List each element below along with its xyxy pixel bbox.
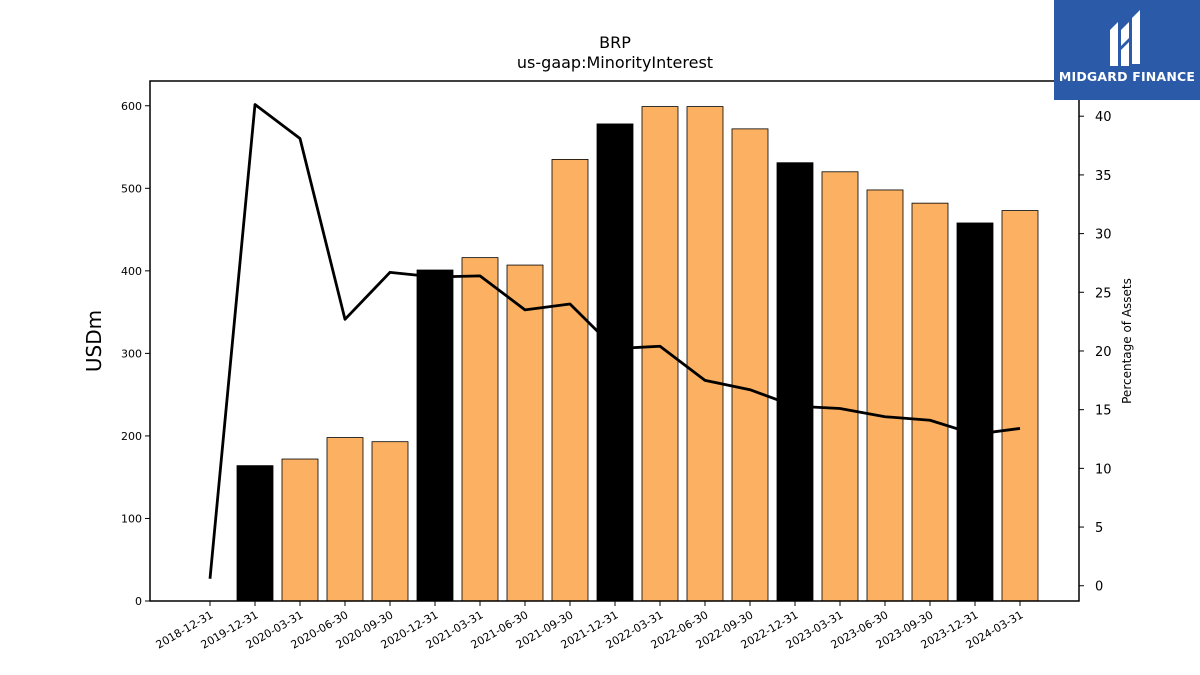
y2-tick-label: 20 bbox=[1095, 345, 1112, 360]
bar-2023-03-31 bbox=[821, 171, 859, 602]
bar-2024-03-31 bbox=[1001, 210, 1039, 602]
bar-2022-12-31 bbox=[776, 162, 814, 602]
y2-tick-label: 30 bbox=[1095, 228, 1112, 243]
y-tick-label: 0 bbox=[135, 595, 142, 608]
y-tick-label: 400 bbox=[121, 265, 142, 278]
bar-2021-09-30 bbox=[551, 159, 589, 602]
bar-2023-09-30 bbox=[911, 202, 949, 602]
bar-2020-06-30 bbox=[326, 437, 364, 602]
y-tick-label: 600 bbox=[121, 100, 142, 113]
logo-mark-icon bbox=[1110, 10, 1140, 66]
bar-2021-06-30 bbox=[506, 264, 544, 602]
bar-2023-12-31 bbox=[956, 222, 994, 602]
bar-2020-03-31 bbox=[281, 458, 319, 602]
y2-tick-label: 35 bbox=[1095, 169, 1112, 184]
y-tick-label: 300 bbox=[121, 347, 142, 360]
bar-2021-12-31 bbox=[596, 123, 634, 602]
chart-subtitle: us-gaap:MinorityInterest bbox=[517, 53, 713, 72]
bar-2021-03-31 bbox=[461, 257, 499, 602]
y-axis-label: USDm bbox=[82, 310, 106, 372]
y-tick-label: 500 bbox=[121, 182, 142, 195]
bar-2022-03-31 bbox=[641, 106, 679, 602]
y2-tick-label: 0 bbox=[1095, 580, 1103, 595]
y2-axis-label: Percentage of Assets bbox=[1120, 278, 1134, 404]
bar-2023-06-30 bbox=[866, 189, 904, 602]
bar-2020-12-31 bbox=[416, 269, 454, 602]
y2-tick-label: 40 bbox=[1095, 110, 1112, 125]
bar-2022-09-30 bbox=[731, 128, 769, 602]
bar-2022-06-30 bbox=[686, 106, 724, 602]
bar-2019-12-31 bbox=[236, 465, 274, 602]
logo-text: MIDGARD FINANCE bbox=[1058, 69, 1196, 84]
percentage-line bbox=[208, 103, 1021, 579]
chart-title: BRP bbox=[599, 33, 631, 52]
y2-tick-label: 25 bbox=[1095, 286, 1112, 301]
y2-tick-label: 15 bbox=[1095, 404, 1112, 419]
y-tick-label: 100 bbox=[121, 512, 142, 525]
y2-tick-label: 10 bbox=[1095, 462, 1112, 477]
bar-2020-09-30 bbox=[371, 441, 409, 602]
y2-tick-label: 5 bbox=[1095, 521, 1103, 536]
company-logo: MIDGARD FINANCE bbox=[1054, 0, 1200, 100]
y-tick-label: 200 bbox=[121, 430, 142, 443]
